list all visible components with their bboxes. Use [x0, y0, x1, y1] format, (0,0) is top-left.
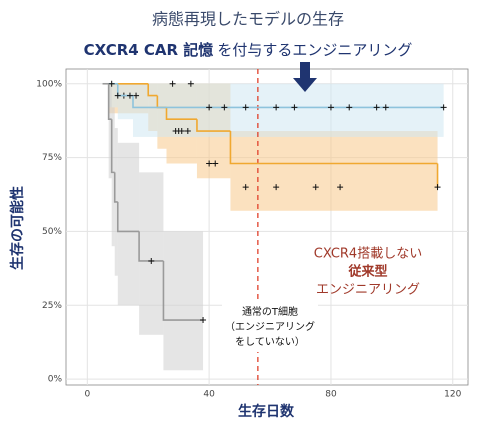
survival-step [132, 95, 444, 109]
chart-title: 病態再現したモデルの生存 [152, 10, 344, 29]
survival-step [147, 83, 158, 97]
x-tick-label: 40 [203, 390, 215, 400]
censor-mark [212, 160, 219, 167]
censor-mark [148, 257, 155, 264]
censor-mark [206, 104, 213, 111]
survival-step [162, 260, 204, 321]
y-axis-label: 生存の可能性 [9, 186, 26, 270]
chart-subtitle: CXCR4 CAR 記憶 を付与するエンジニアリング [84, 41, 413, 59]
y-tick-label: 50% [42, 227, 62, 237]
annotation-bg [222, 302, 318, 352]
censor-mark [373, 104, 380, 111]
annotation-line: をしていない） [235, 336, 305, 348]
survival-step [138, 231, 164, 262]
censor-mark [346, 104, 353, 111]
censor-mark [273, 184, 280, 191]
censor-mark [312, 184, 319, 191]
x-tick-label: 80 [325, 390, 337, 400]
survival-step [110, 119, 115, 174]
censor-mark [337, 184, 344, 191]
censor-mark [440, 104, 447, 111]
censor-mark [126, 92, 133, 99]
subtitle-bold: CXCR4 CAR 記憶 [84, 41, 214, 59]
survival-step [107, 83, 112, 121]
censor-mark [184, 128, 191, 135]
plot-area: 0% 25% 50% 75% 100% 0 40 80 120 [36, 68, 469, 400]
censor-mark [382, 104, 389, 111]
survival-step [196, 119, 231, 132]
ci-band [111, 107, 115, 247]
censor-mark [242, 184, 249, 191]
ci-band [108, 83, 118, 108]
censor-mark [133, 92, 140, 99]
ci-band [230, 131, 438, 211]
annotation-line: 従来型 [347, 264, 387, 280]
censor-mark [114, 92, 121, 99]
censor-mark [327, 104, 334, 111]
censor-mark [221, 104, 228, 111]
ci-band [108, 83, 112, 179]
y-tick-label: 0% [48, 375, 63, 385]
censor-mark [434, 184, 441, 191]
censor-mark [178, 128, 185, 135]
x-tick-label: 120 [444, 390, 461, 400]
ci-band [117, 142, 140, 306]
y-tick-label: 25% [42, 301, 62, 311]
censor-mark [108, 80, 115, 87]
ci-band [117, 83, 133, 120]
ci-band [163, 231, 204, 371]
annotation-line: 通常のT細胞 [242, 305, 298, 318]
ci-band [139, 172, 164, 335]
censor-mark [187, 80, 194, 87]
survival-step [113, 172, 118, 203]
arrow [293, 62, 317, 92]
censor-mark [273, 104, 280, 111]
survival-step [165, 107, 197, 121]
annotations: CXCR4搭載しない 従来型 エンジニアリング 通常のT細胞 （エンジニアリング… [222, 246, 422, 352]
y-tick-label: 100% [36, 79, 62, 89]
censor-mark [169, 80, 176, 87]
annotation-line: （エンジニアリング [225, 320, 315, 333]
x-axis-label: 生存日数 [238, 403, 295, 420]
survival-step [116, 201, 140, 233]
censor-mark [242, 104, 249, 111]
y-tick-label: 75% [42, 153, 62, 163]
censor-mark [200, 317, 207, 324]
survival-step [229, 131, 438, 165]
ci-band [133, 83, 444, 137]
x-tick-label: 0 [84, 390, 90, 400]
annotation-line: エンジニアリング [316, 283, 420, 298]
censor-mark [291, 104, 298, 111]
annotation-line: CXCR4搭載しない [314, 246, 422, 262]
censor-mark [206, 160, 213, 167]
subtitle-rest: を付与するエンジニアリング [217, 41, 412, 59]
